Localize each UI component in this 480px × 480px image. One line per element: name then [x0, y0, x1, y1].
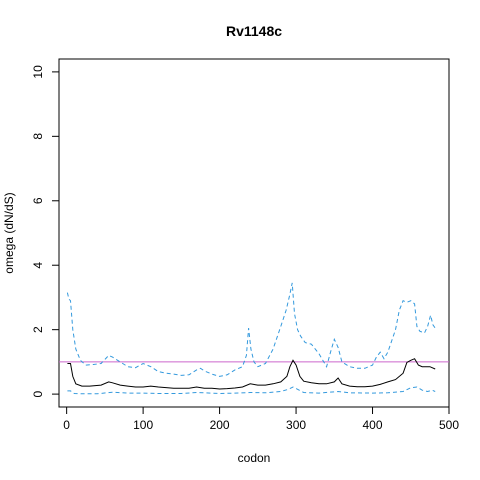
x-tick-label: 200: [210, 418, 230, 432]
x-tick-label: 300: [286, 418, 306, 432]
plot-frame: [58, 58, 450, 408]
y-tick-label: 0: [31, 390, 45, 397]
y-axis: 0 2 4 6 8 10: [31, 65, 59, 397]
y-tick-label: 2: [31, 326, 45, 333]
y-tick-label: 6: [31, 197, 45, 204]
x-tick-label: 0: [63, 418, 70, 432]
x-tick-label: 400: [363, 418, 383, 432]
y-tick-label: 4: [31, 262, 45, 269]
y-tick-label: 10: [31, 65, 45, 79]
series-line-estimate: [67, 358, 436, 390]
y-tick-label: 8: [31, 133, 45, 140]
x-tick-label: 500: [439, 418, 459, 432]
x-tick-label: 100: [133, 418, 153, 432]
y-axis-label: omega (dN/dS): [2, 192, 16, 273]
chart-title: Rv1148c: [226, 23, 282, 39]
x-axis-label: codon: [238, 451, 271, 465]
series-line-upper-bound: [66, 282, 436, 377]
plot-layer: [59, 282, 449, 395]
x-axis: 0 100 200 300 400 500: [63, 406, 459, 432]
series-line-lower-bound: [67, 386, 436, 395]
